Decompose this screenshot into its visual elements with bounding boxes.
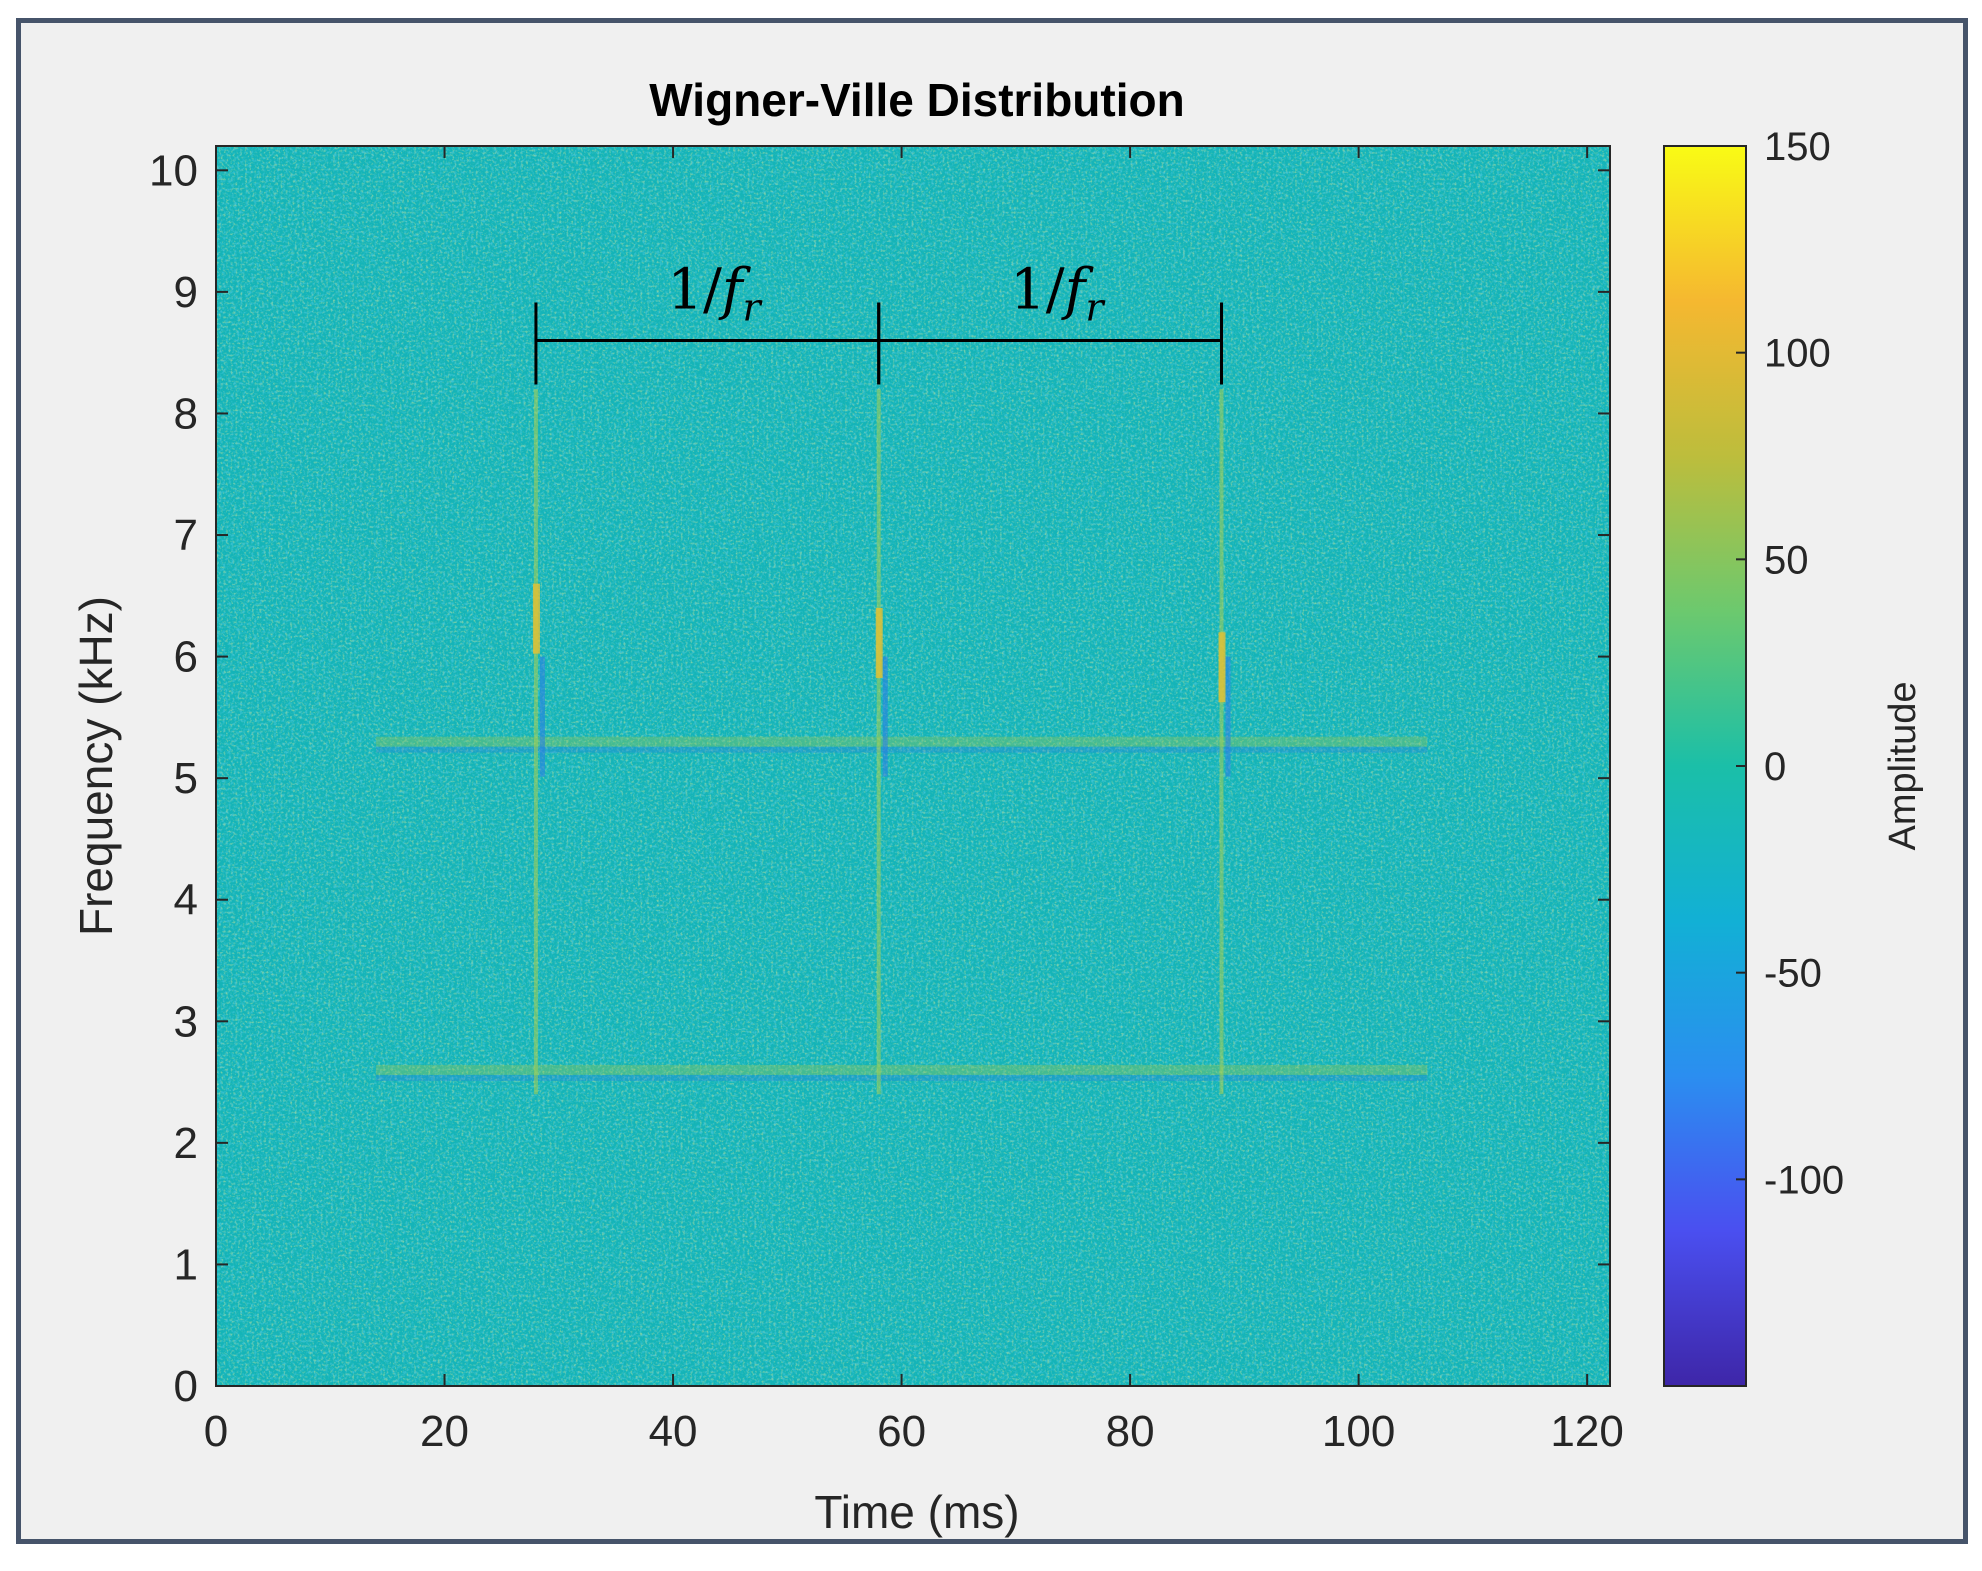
y-tick-label: 2 [174,1119,198,1168]
impulse-peak [1218,632,1226,703]
impulse-line [1219,389,1224,1095]
x-tick-label: 60 [877,1407,926,1456]
colorbar-axis: 150 100 50 0 -50 -100 [1736,125,1844,1202]
frequency-band [375,736,1428,747]
colorbar-tick-label: 0 [1764,745,1786,789]
y-axis: 0 1 2 3 4 5 6 7 8 9 10 [149,146,1610,1411]
x-tick-label: 20 [420,1407,469,1456]
y-tick-label: 3 [174,997,198,1046]
y-tick-label: 7 [174,511,198,560]
impulse-negative [1225,656,1231,777]
colorbar-tick-label: -100 [1764,1158,1844,1202]
impulse-negative [882,656,888,777]
y-tick-label: 10 [149,146,198,195]
colorbar-tick-label: -50 [1764,952,1822,996]
impulse-peak [532,583,540,654]
y-tick-label: 8 [174,389,198,438]
x-tick-label: 120 [1550,1407,1623,1456]
impulse-peak [875,607,883,678]
y-tick-label: 9 [174,268,198,317]
impulse-line [533,389,538,1095]
period-annotations: 1/fr 1/fr [534,258,1224,385]
y-tick-label: 5 [174,754,198,803]
heatmap-noise [216,146,1610,1386]
impulse-negative [539,656,545,777]
x-tick-label: 0 [204,1407,228,1456]
colorbar-tick-label: 150 [1764,125,1831,169]
colorbar [1663,145,1747,1387]
y-tick-label: 0 [174,1362,198,1411]
frequency-band-shadow [375,746,1428,753]
y-tick-label: 1 [174,1240,198,1289]
chart-title: Wigner-Ville Distribution [649,74,1184,126]
x-tick-label: 100 [1322,1407,1395,1456]
x-tick-label: 40 [649,1407,698,1456]
colorbar-tick-label: 50 [1764,538,1809,582]
frequency-band [375,1064,1428,1075]
x-tick-label: 80 [1106,1407,1155,1456]
colorbar-tick-label: 100 [1764,332,1831,376]
frequency-band-shadow [375,1074,1428,1081]
plot-border [215,145,1611,1387]
y-axis-label: Frequency (kHz) [70,596,122,936]
plot-area [216,146,1610,1386]
y-tick-label: 6 [174,633,198,682]
heatmap-features [375,389,1428,1095]
period-label: 1/fr [667,258,763,330]
x-axis-label: Time (ms) [814,1486,1019,1538]
period-label: 1/fr [1010,258,1106,330]
impulse-line [876,389,881,1095]
colorbar-label: Amplitude [1882,682,1924,851]
x-axis: 0 20 40 60 80 100 120 [204,146,1624,1456]
y-tick-label: 4 [174,876,198,925]
